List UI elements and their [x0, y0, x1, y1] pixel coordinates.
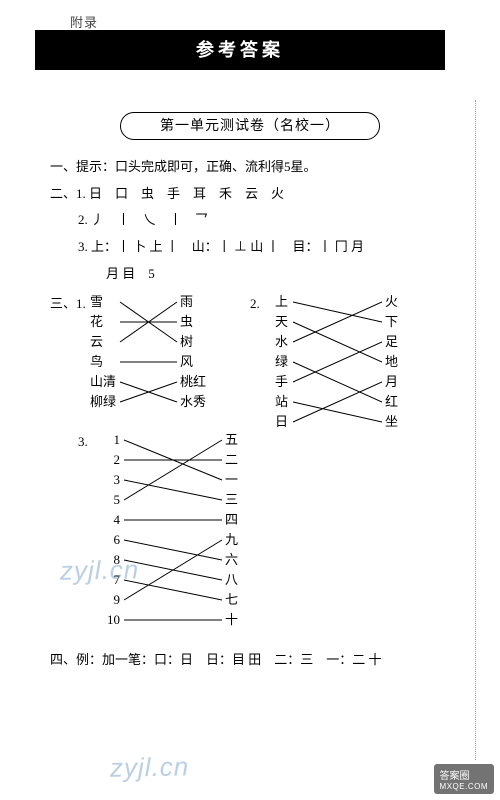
match-right-item: 四 [225, 510, 238, 530]
q3-label: 三、1. [50, 292, 86, 317]
match-right-item: 水秀 [180, 392, 206, 412]
match-left-item: 绿 [275, 352, 288, 372]
match-right-item: 火 [385, 292, 398, 312]
match-right-item: 十 [225, 610, 238, 630]
match-left-item: 雪 [90, 292, 116, 312]
q3-1-right-col: 雨虫树风桃红水秀 [180, 292, 206, 412]
q3-3-left-col: 12354687910 [100, 430, 120, 630]
match-right-item: 红 [385, 392, 398, 412]
match-right-item: 月 [385, 372, 398, 392]
match-right-item: 雨 [180, 292, 206, 312]
match-left-item: 日 [275, 412, 288, 432]
header-title: 参考答案 [196, 40, 284, 60]
match-right-item: 坐 [385, 412, 398, 432]
match-right-item: 一 [225, 470, 238, 490]
q3-2-label: 2. [250, 292, 260, 317]
match-right-item: 八 [225, 570, 238, 590]
page: 附录 参考答案 第一单元测试卷（名校一） 一、提示：口头完成即可，正确、流利得5… [0, 0, 500, 800]
q3-1-2-wrap: 三、1. 雪花云鸟山清柳绿 雨虫树风桃红水秀 2. 上天水绿手站日 火下足地月红… [50, 292, 460, 422]
source-logo-sub: MXQE.COM [440, 782, 488, 791]
match-right-item: 足 [385, 332, 398, 352]
source-logo: 答案圈 MXQE.COM [434, 764, 494, 794]
q4-line: 四、例：加一笔：口：日 日：目 田 二：三 一：二 十 [50, 648, 460, 673]
match-left-item: 天 [275, 312, 288, 332]
match-left-item: 站 [275, 392, 288, 412]
watermark-2: zyjl.cn [110, 751, 190, 783]
match-right-item: 二 [225, 450, 238, 470]
match-left-item: 花 [90, 312, 116, 332]
q3-3-label: 3. [78, 430, 88, 455]
match-right-item: 七 [225, 590, 238, 610]
match-left-item: 4 [100, 510, 120, 530]
match-right-item: 三 [225, 490, 238, 510]
q2-2-line: 2. 丿 丨 乀 丨 乛 [50, 208, 460, 233]
match-right-item: 九 [225, 530, 238, 550]
section-title: 第一单元测试卷（名校一） [120, 112, 380, 140]
match-left-item: 山清 [90, 372, 116, 392]
q2-3b-line: 月 目 5 [50, 262, 460, 287]
match-left-item: 云 [90, 332, 116, 352]
match-left-item: 上 [275, 292, 288, 312]
match-left-item: 10 [100, 610, 120, 630]
q2-3a-line: 3. 上：丨 卜 上 丨 山：丨 ⊥ 山 丨 目：丨 冂 月 [50, 235, 460, 260]
match-left-item: 6 [100, 530, 120, 550]
q3-2-right-col: 火下足地月红坐 [385, 292, 398, 432]
match-right-item: 地 [385, 352, 398, 372]
q2-1-line: 二、1. 日 口 虫 手 耳 禾 云 火 [50, 182, 460, 207]
match-left-item: 柳绿 [90, 392, 116, 412]
match-left-item: 1 [100, 430, 120, 450]
header-bar: 参考答案 [35, 30, 445, 70]
q3-3-right-col: 五二一三四九六八七十 [225, 430, 238, 630]
page-dotted-border [475, 100, 476, 760]
match-left-item: 5 [100, 490, 120, 510]
match-left-item: 手 [275, 372, 288, 392]
match-right-item: 桃红 [180, 372, 206, 392]
section-title-text: 第一单元测试卷（名校一） [160, 119, 340, 134]
match-left-item: 水 [275, 332, 288, 352]
source-logo-top: 答案圈 [440, 771, 470, 782]
match-left-item: 3 [100, 470, 120, 490]
match-right-item: 风 [180, 352, 206, 372]
watermark-1: zyjl.cn [60, 554, 140, 586]
q3-1-left-col: 雪花云鸟山清柳绿 [90, 292, 116, 412]
match-right-item: 虫 [180, 312, 206, 332]
match-right-item: 六 [225, 550, 238, 570]
q1-line: 一、提示：口头完成即可，正确、流利得5星。 [50, 155, 460, 180]
match-right-item: 五 [225, 430, 238, 450]
match-left-item: 鸟 [90, 352, 116, 372]
q3-2-left-col: 上天水绿手站日 [275, 292, 288, 432]
content-area: 一、提示：口头完成即可，正确、流利得5星。 二、1. 日 口 虫 手 耳 禾 云… [50, 155, 460, 675]
match-right-item: 树 [180, 332, 206, 352]
match-right-item: 下 [385, 312, 398, 332]
match-left-item: 2 [100, 450, 120, 470]
match-left-item: 9 [100, 590, 120, 610]
appendix-label: 附录 [70, 12, 98, 31]
q3-3-wrap: 3. 12354687910 五二一三四九六八七十 [50, 430, 460, 640]
